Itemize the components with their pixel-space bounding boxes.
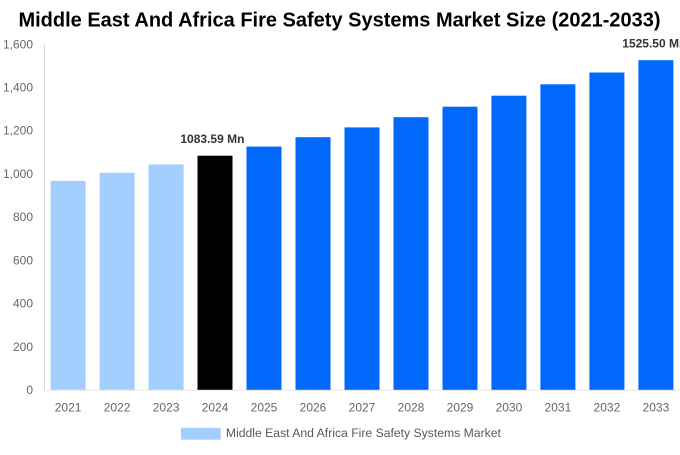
svg-text:2032: 2032 <box>594 401 621 415</box>
svg-text:600: 600 <box>13 253 33 267</box>
svg-text:2028: 2028 <box>398 401 425 415</box>
svg-text:2026: 2026 <box>300 401 327 415</box>
svg-text:1,000: 1,000 <box>3 167 33 181</box>
svg-text:Middle East And Africa Fire Sa: Middle East And Africa Fire Safety Syste… <box>226 426 502 440</box>
svg-text:1525.50 Mn: 1525.50 Mn <box>622 37 680 51</box>
svg-text:2022: 2022 <box>104 401 131 415</box>
svg-text:1083.59 Mn: 1083.59 Mn <box>180 132 244 146</box>
svg-text:2030: 2030 <box>496 401 523 415</box>
svg-text:2023: 2023 <box>153 401 180 415</box>
svg-text:400: 400 <box>13 297 33 311</box>
svg-text:2029: 2029 <box>447 401 474 415</box>
svg-text:2033: 2033 <box>643 401 670 415</box>
svg-text:2025: 2025 <box>251 401 278 415</box>
svg-text:800: 800 <box>13 210 33 224</box>
svg-text:2031: 2031 <box>545 401 572 415</box>
svg-text:2021: 2021 <box>55 401 82 415</box>
svg-text:1,400: 1,400 <box>3 81 33 95</box>
svg-text:Middle East And Africa Fire Sa: Middle East And Africa Fire Safety Syste… <box>18 10 660 32</box>
svg-text:1,600: 1,600 <box>3 37 33 51</box>
svg-text:2027: 2027 <box>349 401 376 415</box>
svg-text:0: 0 <box>26 383 33 397</box>
svg-text:1,200: 1,200 <box>3 124 33 138</box>
svg-text:200: 200 <box>13 340 33 354</box>
svg-text:2024: 2024 <box>202 401 229 415</box>
